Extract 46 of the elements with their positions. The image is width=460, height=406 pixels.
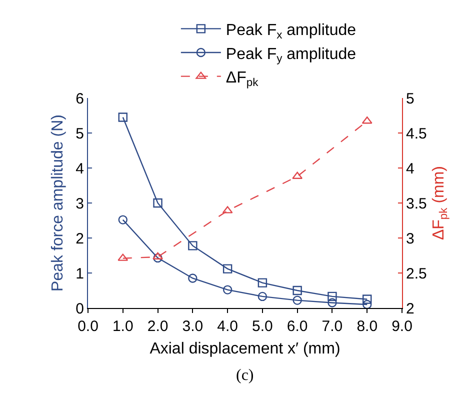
point <box>258 278 268 288</box>
y2-tick-label: 2.5 <box>406 265 427 282</box>
point <box>118 112 128 122</box>
point <box>258 292 268 302</box>
x-tick-label: 3.0 <box>182 318 204 335</box>
x-tick-label: 4.0 <box>217 318 238 335</box>
y-tick-label: 4 <box>76 160 84 178</box>
point <box>328 298 337 308</box>
x-tick-label: 9.0 <box>392 318 412 335</box>
x-tick-label: 8.0 <box>356 318 378 335</box>
point <box>362 300 372 310</box>
point <box>292 286 302 296</box>
y-tick-label: 2 <box>76 230 84 248</box>
point <box>118 215 128 224</box>
y-tick-label: 1 <box>76 265 84 282</box>
legend-label: Peak F$_{x}$ amplitude <box>226 22 356 42</box>
point <box>328 292 337 302</box>
x-tick-label: 5.0 <box>252 318 273 335</box>
y2-tick-label: 2 <box>406 300 414 318</box>
y-axis-title: Peak force amplitude (N) <box>50 114 67 292</box>
point <box>292 296 302 305</box>
x-tick-label: 6.0 <box>286 318 308 335</box>
point <box>188 274 198 283</box>
x-axis-title: Axial displacement x′ (mm) <box>150 340 340 358</box>
point <box>222 264 232 274</box>
point <box>152 252 163 260</box>
y2-tick-label: 5 <box>406 90 414 108</box>
point <box>188 241 198 250</box>
y-tick-label: 5 <box>76 125 84 142</box>
x-tick-label: 2.0 <box>147 318 168 335</box>
point <box>362 294 372 304</box>
y-tick-label: 0 <box>76 300 84 318</box>
y2-tick-label: 3.5 <box>406 195 427 212</box>
legend-label: Peak F$_{y}$ amplitude <box>226 46 356 66</box>
y2-tick-label: 4.5 <box>406 125 427 142</box>
point <box>153 198 162 208</box>
legend-label: ΔF$_{pk}$ <box>226 70 259 89</box>
text: (c) <box>236 367 254 384</box>
x-tick-label: 0.0 <box>78 318 98 335</box>
point <box>222 285 232 294</box>
y2-tick-label: 3 <box>406 230 414 248</box>
x-tick-label: 1.0 <box>112 318 134 335</box>
y-tick-label: 6 <box>76 90 84 108</box>
x-tick-label: 7.0 <box>322 318 343 335</box>
y2-tick-label: 4 <box>406 160 414 178</box>
y-tick-label: 3 <box>76 195 84 212</box>
